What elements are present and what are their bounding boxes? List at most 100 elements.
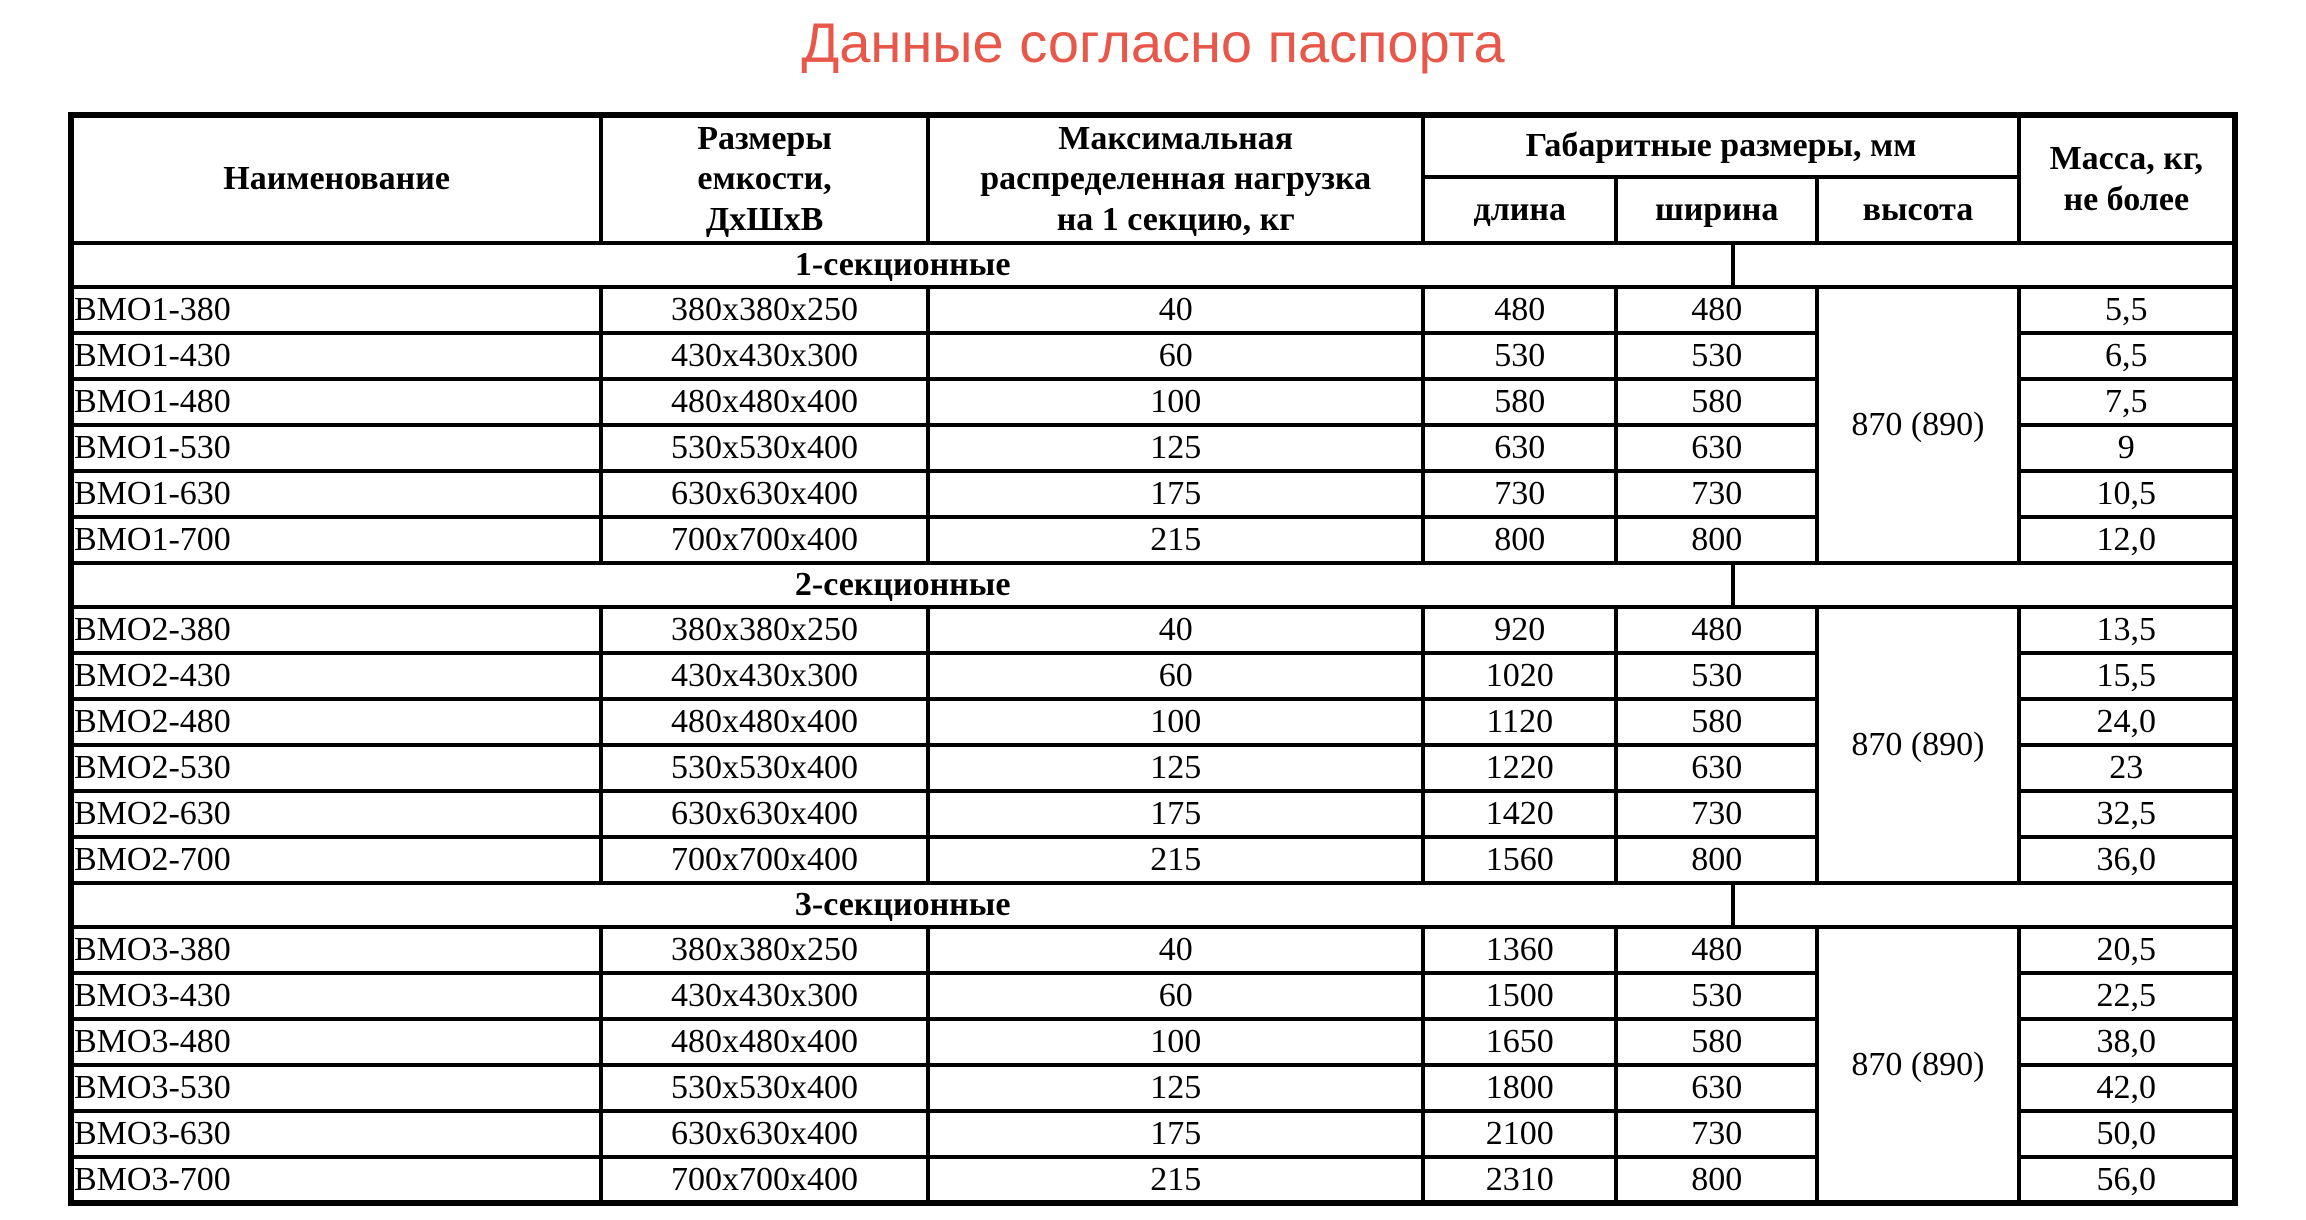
- table-row: ВМО1-630 630x630x400 175 730 730 10,5: [68, 469, 2238, 520]
- cell-load: 175: [925, 789, 1426, 840]
- cell-load: 60: [925, 651, 1426, 702]
- header-row-sub: длина ширина высота: [71, 175, 2235, 245]
- cell-mass: 22,5: [2016, 971, 2238, 1022]
- cell-name: ВМО3-380: [68, 925, 604, 976]
- cell-width: 480: [1614, 605, 1820, 656]
- cell-name: ВМО1-630: [68, 469, 604, 520]
- section-row-divider: [1731, 567, 1736, 604]
- cell-mass: 12,0: [2016, 515, 2238, 566]
- cell-mass: 15,5: [2016, 651, 2238, 702]
- cell-name: ВМО2-530: [68, 743, 604, 794]
- table-row: ВМО3-530 530x530x400 125 1800 630 42,0: [68, 1063, 2238, 1114]
- cell-length: 580: [1421, 377, 1619, 428]
- section-header-row-3: 3-секционные: [69, 881, 2237, 930]
- cell-width: 530: [1614, 971, 1820, 1022]
- cell-name: ВМО2-700: [68, 835, 604, 886]
- section-header-cell: 2-секционные: [69, 561, 2237, 610]
- section-label: 2-секционные: [794, 566, 1011, 604]
- cell-width: 580: [1614, 697, 1820, 748]
- cell-mass: 23: [2016, 743, 2238, 794]
- cell-name: ВМО1-480: [68, 377, 604, 428]
- cell-width: 730: [1614, 789, 1820, 840]
- cell-load: 60: [925, 971, 1426, 1022]
- section-row-divider: [1731, 247, 1736, 284]
- cell-load: 100: [925, 1017, 1426, 1068]
- cell-length: 1360: [1421, 925, 1619, 976]
- table-row: ВМО1-530 530x530x400 125 630 630 9: [68, 423, 2238, 474]
- cell-load: 125: [925, 1063, 1426, 1114]
- cell-name: ВМО1-700: [68, 515, 604, 566]
- cell-load: 125: [925, 423, 1426, 474]
- cell-size: 480x480x400: [599, 1017, 930, 1068]
- cell-size: 700x700x400: [599, 1155, 930, 1206]
- cell-load: 40: [925, 285, 1426, 336]
- table-row: ВМО3-380 380x380x250 40 1360 480 870 (89…: [68, 925, 2238, 1206]
- section-2: 2-секционные ВМО2-380 380x380x250 40 920…: [68, 561, 2238, 886]
- cell-length: 1420: [1421, 789, 1619, 840]
- cell-length: 1220: [1421, 743, 1619, 794]
- table-row: ВМО2-430 430x430x300 60 1020 530 15,5: [68, 651, 2238, 702]
- col-header-length: длина: [1421, 175, 1619, 245]
- cell-width: 530: [1614, 651, 1820, 702]
- cell-size: 430x430x300: [599, 651, 930, 702]
- cell-size: 630x630x400: [599, 789, 930, 840]
- cell-width: 630: [1614, 1063, 1820, 1114]
- cell-name: ВМО2-380: [68, 605, 604, 656]
- cell-mass: 50,0: [2016, 1109, 2238, 1160]
- cell-name: ВМО1-430: [68, 331, 604, 382]
- cell-length: 1560: [1421, 835, 1619, 886]
- cell-width: 580: [1614, 1017, 1820, 1068]
- table-row: ВМО3-630 630x630x400 175 2100 730 50,0: [68, 1109, 2238, 1160]
- cell-length: 1120: [1421, 697, 1619, 748]
- cell-load: 215: [925, 515, 1426, 566]
- cell-length: 800: [1421, 515, 1619, 566]
- cell-length: 480: [1421, 285, 1619, 336]
- cell-load: 125: [925, 743, 1426, 794]
- cell-size: 380x380x250: [599, 925, 930, 976]
- cell-mass: 5,5: [2016, 285, 2238, 336]
- header-row-top: Наименование Размеры емкости, ДхШхВ Макс…: [68, 113, 2238, 245]
- cell-width: 630: [1614, 743, 1820, 794]
- section-header-cell: 3-секционные: [69, 881, 2237, 930]
- cell-mass: 56,0: [2016, 1155, 2238, 1206]
- cell-name: ВМО3-700: [68, 1155, 604, 1206]
- cell-mass: 38,0: [2016, 1017, 2238, 1068]
- cell-size: 480x480x400: [599, 697, 930, 748]
- table-row: ВМО2-480 480x480x400 100 1120 580 24,0: [68, 697, 2238, 748]
- section-1: 1-секционные ВМО1-380 380x380x250 40 480…: [68, 240, 2238, 566]
- cell-length: 730: [1421, 469, 1619, 520]
- cell-mass: 9: [2016, 423, 2238, 474]
- table-row: ВМО1-380 380x380x250 40 480 480 870 (890…: [68, 285, 2238, 566]
- col-header-name: Наименование: [68, 113, 604, 245]
- section-label: 1-секционные: [794, 246, 1011, 283]
- cell-width: 730: [1614, 1109, 1820, 1160]
- cell-name: ВМО2-430: [68, 651, 604, 702]
- table-row: ВМО2-530 530x530x400 125 1220 630 23: [68, 743, 2238, 794]
- cell-load: 215: [925, 1155, 1426, 1206]
- cell-load: 175: [925, 469, 1426, 520]
- cell-length: 1500: [1421, 971, 1619, 1022]
- section-header-cell: 1-секционные: [69, 240, 2237, 290]
- col-header-width: ширина: [1614, 175, 1820, 245]
- section-header-row-2: 2-секционные: [69, 561, 2237, 610]
- table-row: ВМО2-630 630x630x400 175 1420 730 32,5: [68, 789, 2238, 840]
- cell-mass: 24,0: [2016, 697, 2238, 748]
- cell-load: 60: [925, 331, 1426, 382]
- cell-load: 100: [925, 377, 1426, 428]
- table-row: ВМО1-480 480x480x400 100 580 580 7,5: [68, 377, 2238, 428]
- cell-width: 630: [1614, 423, 1820, 474]
- cell-length: 630: [1421, 423, 1619, 474]
- cell-name: ВМО1-380: [68, 285, 604, 336]
- cell-length: 2310: [1421, 1155, 1619, 1206]
- cell-load: 100: [925, 697, 1426, 748]
- cell-length: 2100: [1421, 1109, 1619, 1160]
- cell-length: 1020: [1421, 651, 1619, 702]
- cell-width: 800: [1614, 515, 1820, 566]
- cell-size: 700x700x400: [599, 835, 930, 886]
- cell-mass: 7,5: [2016, 377, 2238, 428]
- cell-mass: 32,5: [2016, 789, 2238, 840]
- table-row: ВМО1-430 430x430x300 60 530 530 6,5: [68, 331, 2238, 382]
- cell-name: ВМО3-630: [68, 1109, 604, 1160]
- cell-name: ВМО2-480: [68, 697, 604, 748]
